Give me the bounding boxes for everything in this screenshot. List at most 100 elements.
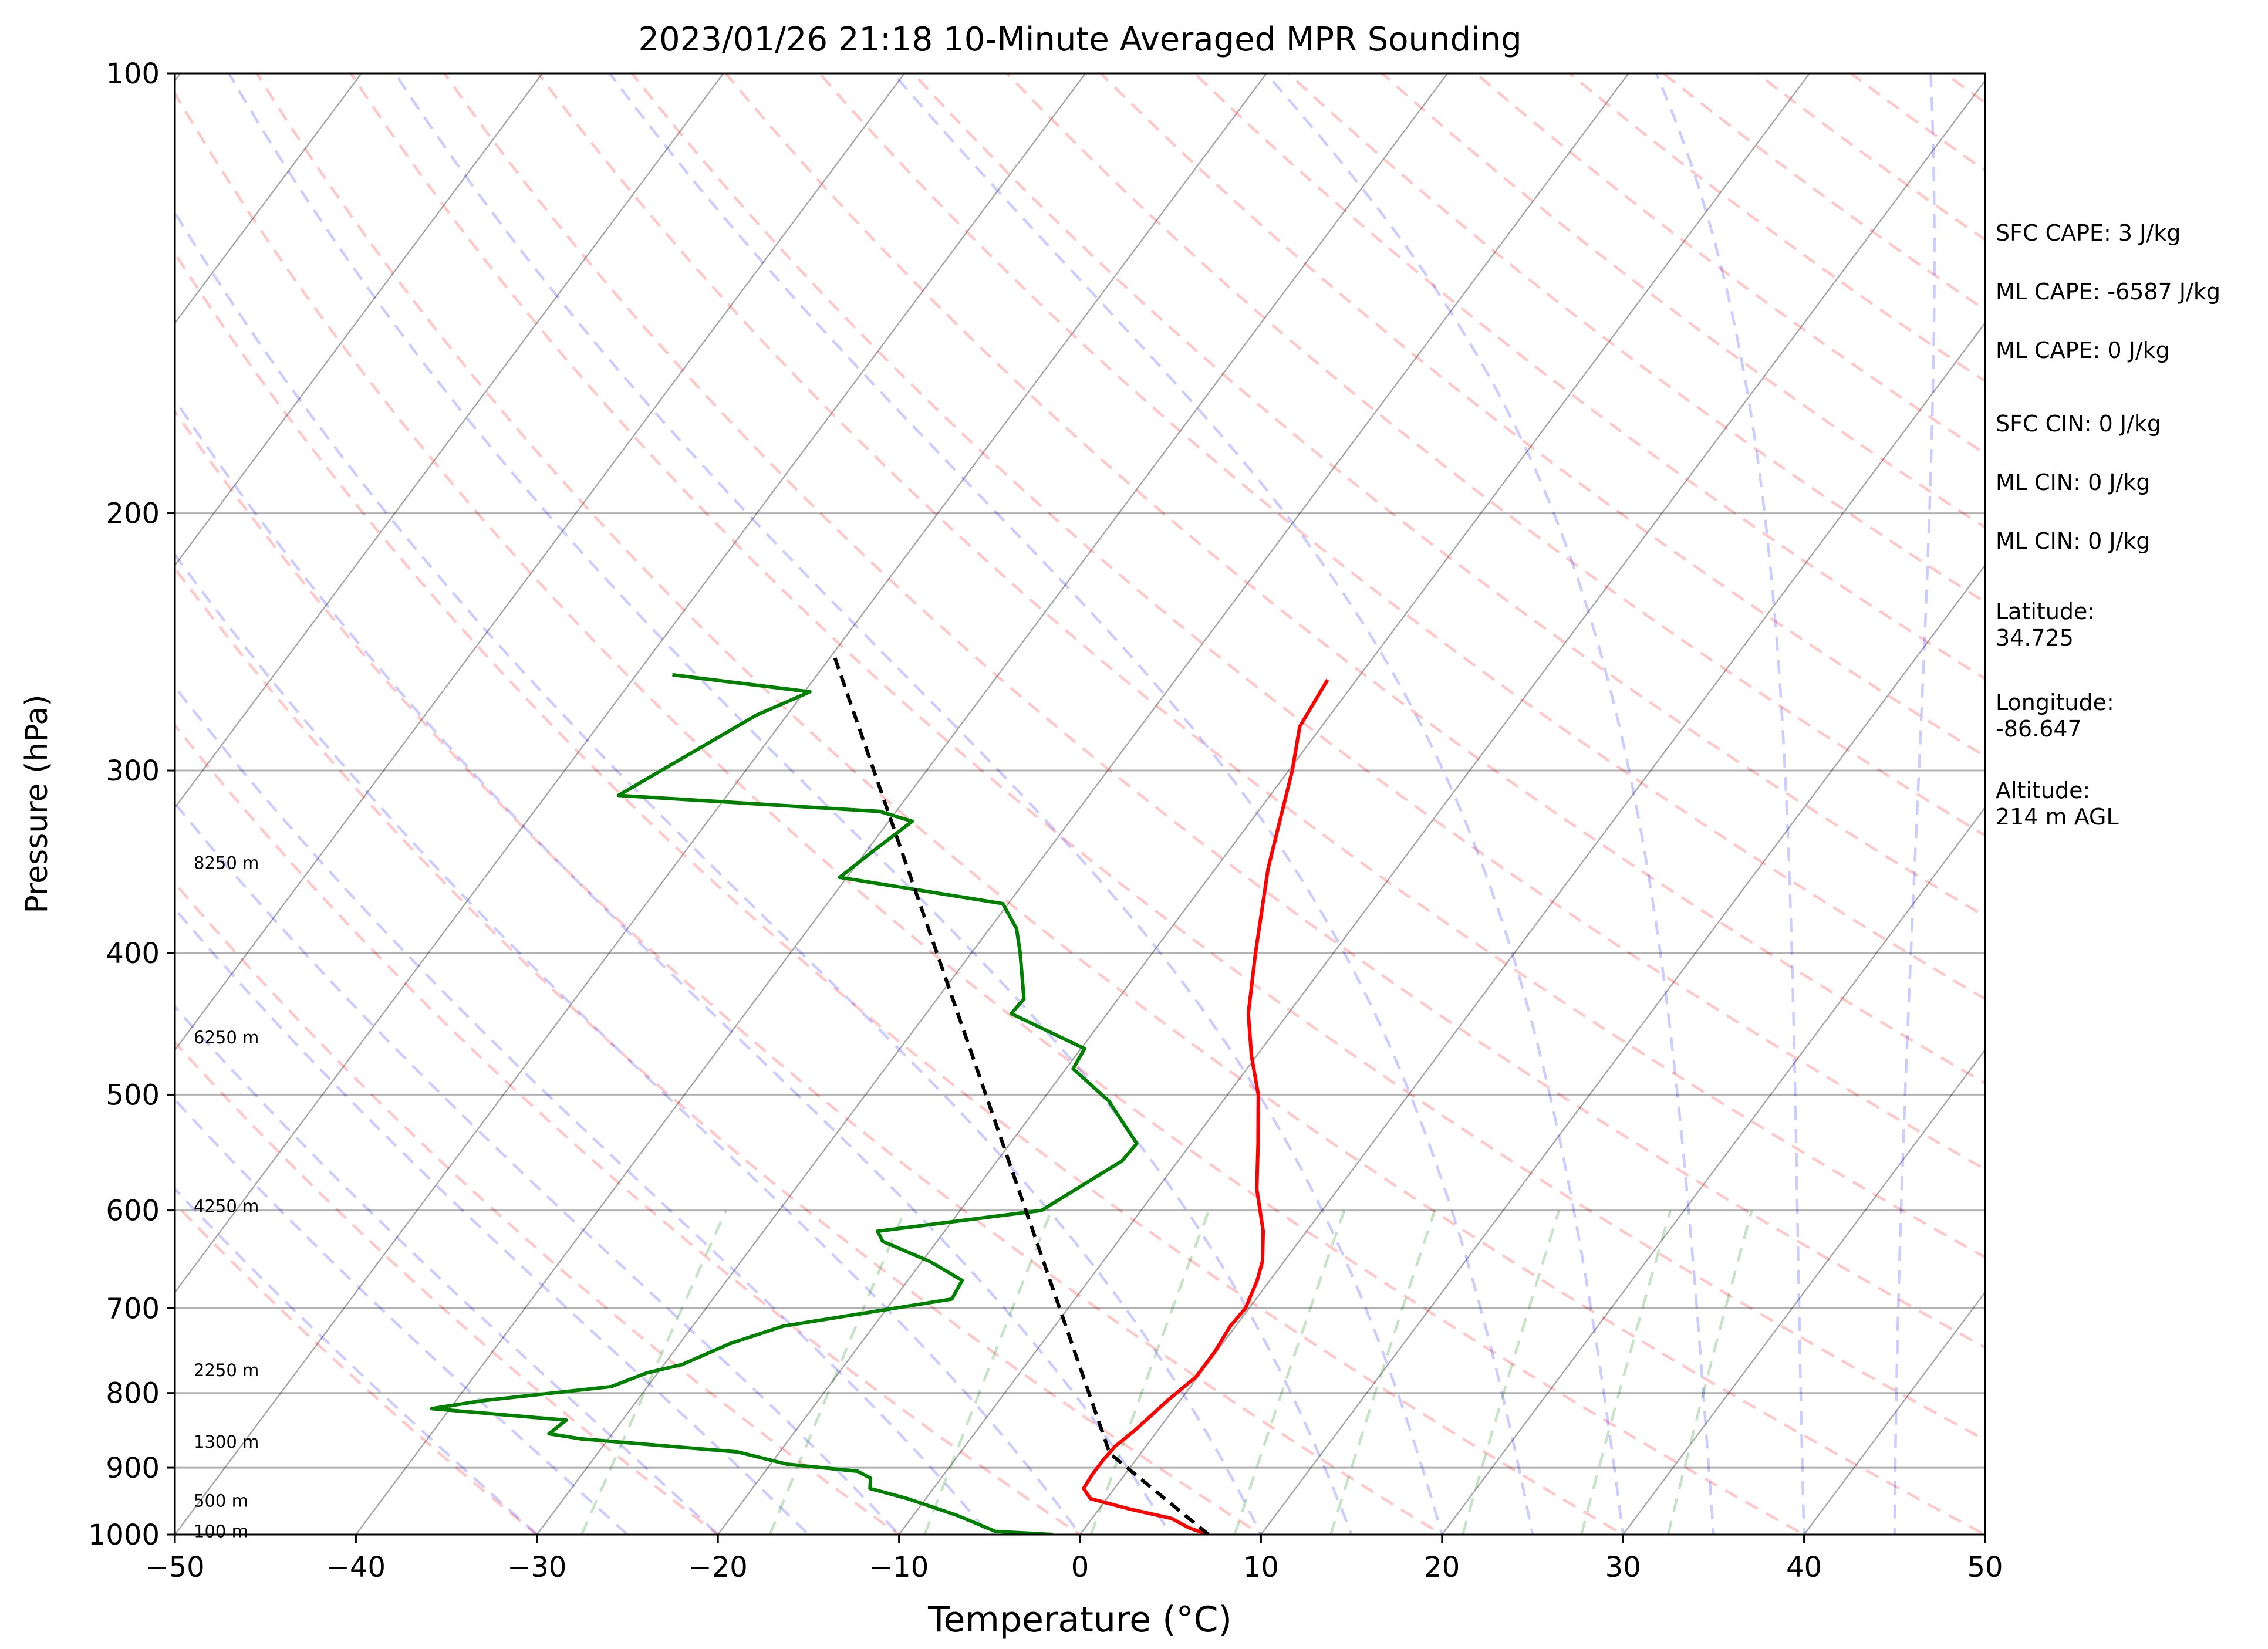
pressure-gridlines xyxy=(175,73,1985,1535)
height-label: 8250 m xyxy=(194,853,259,873)
x-tick-label: −30 xyxy=(507,1551,566,1584)
dry-adiabat-line xyxy=(175,1040,720,1535)
dry-adiabat-line xyxy=(175,409,1445,1535)
annotation-text: 34.725 xyxy=(1996,625,2074,651)
x-tick-label: 50 xyxy=(1967,1551,2003,1584)
y-tick-label: 200 xyxy=(106,498,160,530)
moist-adiabat-line xyxy=(175,209,1263,1535)
y-tick-label: 500 xyxy=(106,1079,160,1111)
x-tick-label: −20 xyxy=(689,1551,748,1584)
annotation-text: Altitude: xyxy=(1996,778,2090,803)
isotherm-line xyxy=(1441,806,1985,1535)
annotation-text: SFC CIN: 0 J/kg xyxy=(1996,411,2161,437)
isotherm-line xyxy=(175,73,1267,1535)
mixing-ratio-line xyxy=(580,1209,728,1535)
isotherm-line xyxy=(1260,564,1985,1535)
isotherm-line xyxy=(717,73,1810,1535)
moist-adiabat-line xyxy=(175,801,901,1535)
annotation-text: SFC CAPE: 3 J/kg xyxy=(1996,220,2181,246)
moist-adiabat-line xyxy=(1893,73,1936,1535)
moist-adiabat-line xyxy=(1655,73,1805,1535)
sounding-annotations: SFC CAPE: 3 J/kg ML CAPE: -6587 J/kg ML CA… xyxy=(1996,220,2220,830)
y-tick-label: 1000 xyxy=(88,1519,160,1552)
annotation-text: Longitude: xyxy=(1996,690,2114,715)
dry-adiabat-line xyxy=(630,73,1985,1171)
isotherm-line xyxy=(536,73,1629,1535)
dry-adiabat-line xyxy=(175,251,1626,1535)
annotation-text: ML CAPE: -6587 J/kg xyxy=(1996,279,2220,305)
x-axis-label: Temperature (°C) xyxy=(927,1599,1232,1640)
dry-adiabat-line xyxy=(911,73,1985,918)
y-axis-ticks: 1000 900 800 700 600 500 400 300 200 100 xyxy=(88,58,175,1552)
dry-adiabat-line xyxy=(175,723,1083,1535)
y-tick-label: 300 xyxy=(106,755,160,788)
isotherm-line xyxy=(898,79,1985,1535)
annotation-text: Latitude: xyxy=(1996,599,2095,624)
height-label: 4250 m xyxy=(194,1196,259,1216)
isotherm-line xyxy=(175,73,1086,1294)
dry-adiabat-line xyxy=(1192,73,1985,681)
background-reference-lines xyxy=(175,73,1985,1535)
dry-adiabat-line xyxy=(255,73,1985,1535)
annotation-text: ML CAPE: 0 J/kg xyxy=(1996,337,2170,363)
moist-adiabat-line xyxy=(175,1005,720,1535)
mixing-ratio-line xyxy=(1580,1209,1672,1535)
mixing-ratio-line xyxy=(1666,1210,1753,1535)
dry-adiabat-line xyxy=(175,881,902,1535)
x-tick-label: 0 xyxy=(1071,1551,1089,1584)
dry-adiabat-line xyxy=(175,90,1807,1535)
moist-adiabat-line xyxy=(227,73,1354,1535)
moist-adiabat-line xyxy=(175,397,1172,1535)
y-tick-label: 100 xyxy=(106,58,160,90)
height-labels: 100 m 500 m 1300 m 2250 m 4250 m 6250 m 8250 m xyxy=(194,853,259,1541)
height-label: 1300 m xyxy=(194,1432,259,1452)
dewpoint-profile-line xyxy=(430,673,1139,1535)
isotherm-line xyxy=(1079,322,1985,1535)
y-tick-label: 400 xyxy=(106,937,160,970)
moist-adiabat-line xyxy=(175,907,811,1535)
mixing-ratio-line xyxy=(1461,1209,1561,1535)
mixing-ratio-line xyxy=(768,1209,906,1535)
y-tick-label: 900 xyxy=(106,1452,160,1485)
x-tick-label: 40 xyxy=(1786,1551,1822,1584)
isotherm-line xyxy=(175,73,905,1052)
x-tick-label: 30 xyxy=(1605,1551,1641,1584)
isotherm-line xyxy=(175,73,544,567)
x-tick-label: −50 xyxy=(145,1551,204,1584)
y-axis-label: Pressure (hPa) xyxy=(19,695,55,914)
annotation-text: ML CIN: 0 J/kg xyxy=(1996,528,2150,554)
y-tick-label: 800 xyxy=(106,1377,160,1410)
mixing-ratio-line xyxy=(1089,1209,1210,1535)
parcel-path-line xyxy=(832,654,1210,1535)
isotherm-line xyxy=(1622,1049,1985,1535)
isotherm-line xyxy=(175,73,362,325)
moist-adiabat-line xyxy=(394,73,1444,1535)
x-axis-ticks: −50 −40 −30 −20 −10 0 10 20 30 40 50 xyxy=(145,1535,2003,1584)
temperature-profile-line xyxy=(1082,678,1329,1535)
y-tick-label: 600 xyxy=(106,1195,160,1228)
moist-adiabat-line xyxy=(892,73,1625,1535)
dry-adiabat-line xyxy=(818,73,1985,1001)
moist-adiabat-line xyxy=(175,552,1082,1535)
moist-adiabat-line xyxy=(175,1097,630,1535)
mixing-ratio-line xyxy=(1233,1209,1346,1535)
dry-adiabat-line xyxy=(349,73,1985,1442)
moist-adiabat-line xyxy=(1265,73,1715,1535)
annotation-text: -86.647 xyxy=(1996,716,2082,742)
isotherm-line xyxy=(175,73,724,809)
height-label: 2250 m xyxy=(194,1360,259,1380)
height-label: 6250 m xyxy=(194,1028,259,1047)
y-tick-label: 700 xyxy=(106,1292,160,1325)
height-label: 500 m xyxy=(194,1491,248,1511)
annotation-text: ML CIN: 0 J/kg xyxy=(1996,469,2150,495)
dry-adiabat-line xyxy=(536,73,1985,1259)
chart-title: 2023/01/26 21:18 10-Minute Averaged MPR … xyxy=(638,21,1521,59)
x-tick-label: 10 xyxy=(1243,1551,1279,1584)
sounding-profiles xyxy=(430,654,1329,1535)
x-tick-label: −10 xyxy=(869,1551,929,1584)
x-tick-label: −40 xyxy=(326,1551,386,1584)
dry-adiabat-line xyxy=(175,566,1264,1535)
height-label: 100 m xyxy=(194,1522,248,1542)
